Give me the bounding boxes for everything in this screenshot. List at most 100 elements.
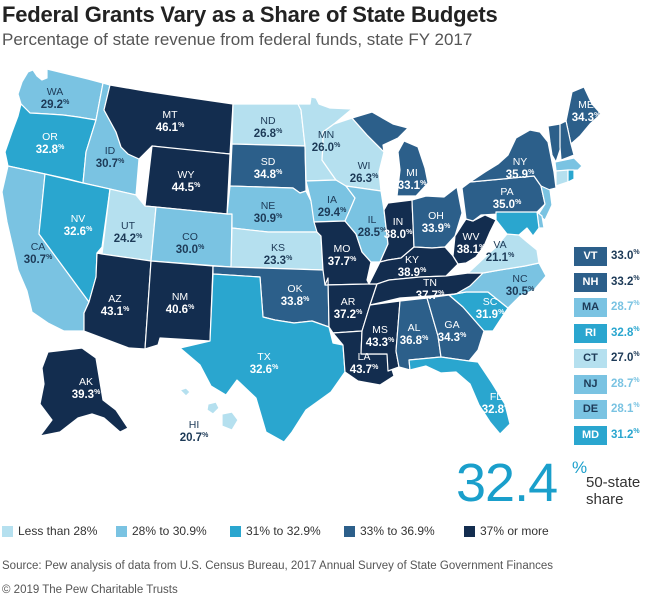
state-HI-islands bbox=[206, 401, 220, 415]
state-label-KS: KS bbox=[271, 242, 285, 254]
state-label-MI: MI bbox=[406, 167, 418, 179]
state-value-AR: 37.2% bbox=[334, 309, 363, 321]
legend-swatch bbox=[230, 526, 241, 537]
state-NH bbox=[559, 120, 575, 161]
state-FL bbox=[408, 356, 511, 435]
chart-title: Federal Grants Vary as a Share of State … bbox=[2, 2, 498, 27]
state-label-OH: OH bbox=[428, 210, 444, 222]
state-label-OK: OK bbox=[287, 283, 302, 295]
state-value-NC: 30.5% bbox=[506, 286, 535, 298]
legend-swatch bbox=[344, 526, 355, 537]
state-label-IN: IN bbox=[393, 216, 404, 228]
state-value-CA: 30.7% bbox=[24, 254, 53, 266]
state-value-NV: 32.6% bbox=[64, 226, 93, 238]
state-label-AR: AR bbox=[341, 296, 356, 308]
state-value-MI: 33.1% bbox=[398, 180, 427, 192]
small-state-abbr-MA: MA bbox=[574, 298, 607, 317]
state-value-OR: 32.8% bbox=[36, 144, 65, 156]
state-value-SC: 31.9% bbox=[476, 309, 505, 321]
state-label-ND: ND bbox=[260, 115, 276, 127]
small-state-abbr-DE: DE bbox=[574, 400, 607, 419]
state-value-HI: 20.7% bbox=[180, 432, 209, 444]
state-AK bbox=[39, 347, 129, 437]
state-value-NE: 30.9% bbox=[254, 213, 283, 225]
legend: Less than 28% 28% to 30.9% 31% to 32.9% 33%… bbox=[2, 524, 642, 542]
state-value-MS: 43.3% bbox=[366, 337, 395, 349]
state-label-TX: TX bbox=[257, 351, 270, 363]
state-label-UT: UT bbox=[121, 220, 136, 232]
state-value-OK: 33.8% bbox=[281, 296, 310, 308]
state-value-NY: 35.9% bbox=[506, 169, 535, 181]
state-label-IL: IL bbox=[368, 214, 377, 226]
state-value-UT: 24.2% bbox=[114, 233, 143, 245]
small-state-abbr-NH: NH bbox=[574, 272, 607, 292]
state-value-ND: 26.8% bbox=[254, 128, 283, 140]
national-average: 32.4 % 50-state share bbox=[456, 452, 646, 514]
small-state-value-VT: 33.0% bbox=[611, 249, 640, 262]
legend-label: Less than 28% bbox=[18, 524, 98, 538]
copyright: © 2019 The Pew Charitable Trusts bbox=[2, 584, 178, 596]
state-label-WV: WV bbox=[463, 231, 480, 243]
small-state-abbr-MD: MD bbox=[574, 425, 607, 445]
state-label-VA: VA bbox=[493, 239, 506, 251]
small-state-NJ: NJ 28.7% bbox=[574, 374, 650, 397]
state-label-IA: IA bbox=[327, 194, 337, 206]
small-state-abbr-VT: VT bbox=[574, 247, 607, 266]
state-value-IL: 28.5% bbox=[358, 227, 387, 239]
state-value-AL: 36.8% bbox=[400, 335, 429, 347]
state-value-TN: 37.7% bbox=[416, 290, 445, 302]
state-label-NM: NM bbox=[172, 291, 188, 303]
national-average-value: 32.4 bbox=[456, 453, 558, 513]
national-average-label: 50-state share bbox=[586, 474, 640, 508]
state-VA bbox=[467, 233, 540, 274]
state-value-MT: 46.1% bbox=[156, 122, 185, 134]
small-state-value-MD: 31.2% bbox=[611, 427, 640, 441]
small-state-VT: VT 33.0% bbox=[574, 247, 650, 269]
state-value-ID: 30.7% bbox=[96, 158, 125, 170]
small-state-value-NJ: 28.7% bbox=[611, 376, 640, 390]
state-label-SD: SD bbox=[261, 156, 276, 168]
chart-subtitle: Percentage of state revenue from federal… bbox=[2, 30, 473, 49]
small-state-CT: CT 27.0% bbox=[574, 349, 650, 371]
legend-swatch bbox=[2, 526, 13, 537]
state-value-IA: 29.4% bbox=[318, 207, 347, 219]
small-state-value-RI: 32.8% bbox=[611, 325, 640, 339]
state-value-WI: 26.3% bbox=[350, 173, 379, 185]
state-label-TN: TN bbox=[423, 277, 437, 289]
state-label-AZ: AZ bbox=[108, 293, 122, 305]
state-label-NY: NY bbox=[513, 156, 528, 168]
legend-swatch bbox=[464, 526, 475, 537]
state-MA bbox=[554, 157, 583, 172]
state-value-TX: 32.6% bbox=[250, 364, 279, 376]
state-NJ bbox=[537, 185, 553, 221]
state-label-FL: FL bbox=[490, 391, 502, 403]
state-value-KY: 38.9% bbox=[398, 267, 427, 279]
state-label-HI: HI bbox=[189, 419, 200, 431]
state-value-OH: 33.9% bbox=[422, 223, 451, 235]
state-MI-lower bbox=[396, 140, 429, 197]
state-value-WA: 29.2% bbox=[41, 99, 70, 111]
state-value-WV: 38.1% bbox=[457, 244, 486, 256]
small-state-value-DE: 28.1% bbox=[611, 402, 640, 415]
state-MI bbox=[351, 111, 409, 153]
state-value-MO: 37.7% bbox=[328, 256, 357, 268]
state-value-ME: 34.3% bbox=[572, 112, 601, 124]
state-RI bbox=[567, 169, 575, 183]
state-label-AK: AK bbox=[79, 376, 93, 388]
state-label-AL: AL bbox=[408, 322, 421, 334]
state-value-KS: 23.3% bbox=[264, 255, 293, 267]
state-value-AZ: 43.1% bbox=[101, 306, 130, 318]
legend-swatch bbox=[116, 526, 127, 537]
state-value-WY: 44.5% bbox=[172, 182, 201, 194]
state-value-MN: 26.0% bbox=[312, 142, 341, 154]
state-label-MS: MS bbox=[372, 324, 388, 336]
legend-label: 33% to 36.9% bbox=[360, 524, 435, 538]
small-state-abbr-NJ: NJ bbox=[574, 374, 607, 394]
state-label-KY: KY bbox=[405, 254, 419, 266]
state-label-NV: NV bbox=[71, 213, 86, 225]
state-label-NE: NE bbox=[261, 200, 276, 212]
state-value-PA: 35.0% bbox=[493, 199, 522, 211]
state-HI bbox=[179, 387, 191, 397]
small-state-value-CT: 27.0% bbox=[611, 351, 640, 364]
